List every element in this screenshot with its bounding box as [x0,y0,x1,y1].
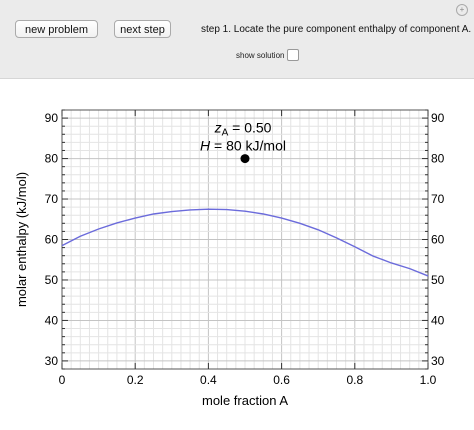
y-tick-label-right: 90 [431,111,445,125]
next-step-button[interactable]: next step [114,20,171,38]
y-tick-label-right: 60 [431,233,445,247]
x-tick-label: 0.4 [200,373,217,387]
y-tick-label-right: 50 [431,273,445,287]
y-tick-label-right: 80 [431,152,445,166]
data-point [240,154,250,164]
y-axis-label: molar enthalpy (kJ/mol) [14,172,29,307]
y-tick-label-right: 40 [431,313,445,327]
control-panel: new problem next step step 1. Locate the… [0,0,474,79]
x-axis-label: mole fraction A [202,393,288,408]
x-tick-label: 0.8 [346,373,363,387]
ticks [61,109,429,370]
plus-icon[interactable]: + [456,4,468,16]
y-tick-label-left: 30 [45,354,59,368]
x-tick-label: 0 [59,373,66,387]
show-solution-label: show solution [236,51,285,60]
step-instruction: step 1. Locate the pure component enthal… [201,24,472,35]
x-tick-label: 0.6 [273,373,290,387]
y-tick-label-right: 70 [431,192,445,206]
plot-area: 0 0.2 0.4 0.6 0.8 1.0 30 30 40 40 50 50 60 60 70 70 80 80… [0,79,474,425]
annotation-line-1: zA = 0.50 [214,120,272,139]
y-tick-label-left: 90 [45,111,59,125]
y-tick-label-left: 80 [45,152,59,166]
enthalpy-chart: 0 0.2 0.4 0.6 0.8 1.0 30 30 40 40 50 50 60 60 70 70 80 80… [14,109,445,408]
annotation-line-2: H = 80 kJ/mol [200,138,286,154]
new-problem-button[interactable]: new problem [15,20,98,38]
y-tick-label-left: 60 [45,233,59,247]
y-tick-label-left: 50 [45,273,59,287]
y-tick-label-left: 70 [45,192,59,206]
grid [61,109,429,370]
series-line-enthalpy [61,208,429,277]
tick-labels: 0 0.2 0.4 0.6 0.8 1.0 30 30 40 40 50 50 60 60 70 70 80 80… [45,111,445,387]
y-tick-label-right: 30 [431,354,445,368]
show-solution-checkbox[interactable] [287,49,299,61]
x-tick-label: 0.2 [127,373,144,387]
y-tick-label-left: 40 [45,313,59,327]
x-tick-label: 1.0 [420,373,437,387]
